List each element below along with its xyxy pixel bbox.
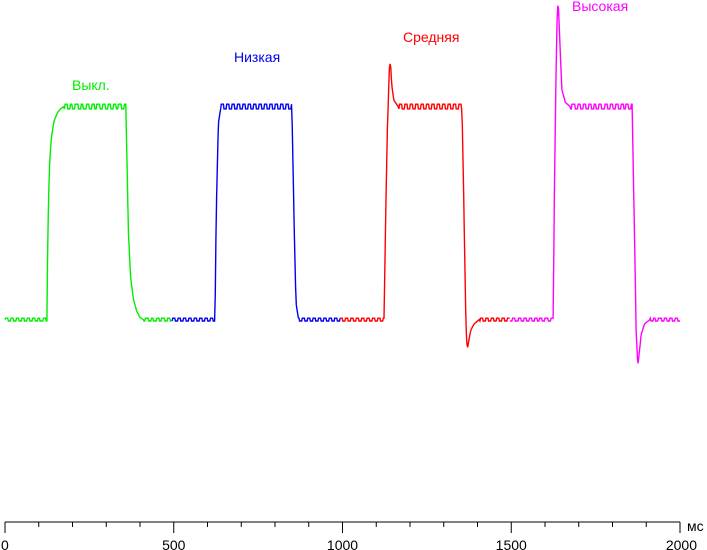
series-line-3 [509,5,680,364]
series-layer [4,5,680,364]
series-label-medium: Средняя [403,29,459,45]
series-label-off: Выкл. [72,77,110,93]
x-axis-unit-label: мс [687,518,704,534]
series-line-0 [4,103,172,322]
series-line-2 [340,63,510,348]
series-label-high: Высокая [572,0,628,14]
x-tick-label: 1500 [496,537,527,550]
x-tick-label: 500 [162,537,186,550]
x-axis: 0 500 1000 1500 2000 [1,521,697,550]
x-tick-label: 0 [1,537,9,550]
series-line-1 [171,103,341,322]
series-label-low: Низкая [234,49,280,65]
x-tick-label: 1000 [327,537,358,550]
x-tick-label: 2000 [666,537,697,550]
